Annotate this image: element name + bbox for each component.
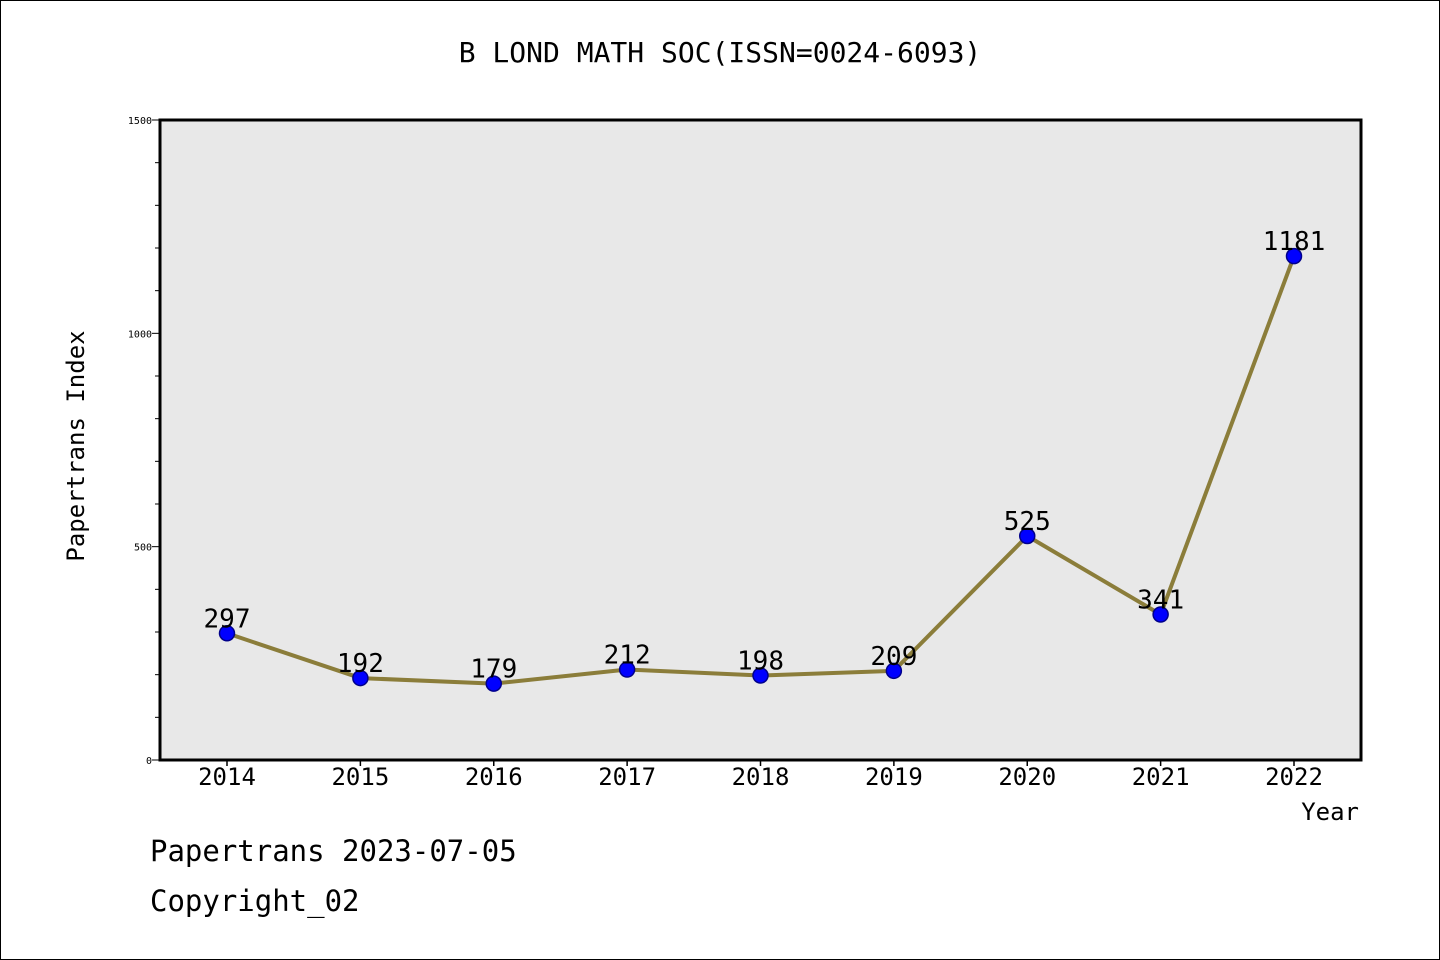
- data-series: [218, 247, 1303, 692]
- x-tick-label: 2021: [1132, 763, 1190, 791]
- y-tick-label: 0: [146, 756, 152, 767]
- x-tick-label: 2020: [998, 763, 1056, 791]
- data-point: [752, 667, 769, 684]
- x-axis: 2014 2015 2016 2017 2018 2019 2020 2021 2022: [198, 760, 1323, 791]
- x-axis-label: Year: [1301, 798, 1359, 826]
- data-label: 1181: [1263, 227, 1326, 257]
- y-axis: 0 500 1000 1500: [128, 116, 160, 767]
- x-tick-label: 2015: [331, 763, 389, 791]
- data-label: 341: [1137, 586, 1184, 616]
- x-tick-label: 2022: [1265, 763, 1323, 791]
- x-tick-label: 2014: [198, 763, 256, 791]
- y-axis-label: Papertrans Index: [62, 330, 90, 561]
- x-tick-label: 2017: [598, 763, 656, 791]
- data-labels: 297 192 179 212 198 209 525 341 1181: [204, 227, 1326, 685]
- data-label: 209: [870, 642, 917, 672]
- footer-source-date: Papertrans 2023-07-05: [150, 834, 517, 868]
- data-point: [1152, 606, 1169, 623]
- plot-area: [160, 120, 1361, 760]
- data-point: [618, 661, 636, 678]
- footer-copyright: Copyright_02: [150, 884, 360, 918]
- data-label: 198: [737, 647, 784, 677]
- x-tick-label: 2016: [465, 763, 523, 791]
- data-point: [885, 662, 903, 680]
- data-label: 525: [1004, 507, 1051, 537]
- data-point: [218, 625, 236, 642]
- chart-title: B LOND MATH SOC(ISSN=0024-6093): [458, 36, 982, 69]
- plot-frame: [158, 118, 1363, 762]
- x-tick-label: 2018: [732, 763, 790, 791]
- y-tick-label: 1000: [128, 329, 152, 340]
- data-point: [485, 675, 502, 692]
- data-label: 192: [337, 649, 384, 679]
- data-label: 297: [204, 604, 251, 634]
- data-point: [352, 669, 369, 687]
- data-point: [1285, 247, 1303, 265]
- y-tick-label: 500: [134, 543, 152, 554]
- data-label: 179: [470, 655, 517, 685]
- data-label: 212: [604, 641, 651, 671]
- y-tick-label: 1500: [128, 116, 152, 127]
- x-tick-label: 2019: [865, 763, 923, 791]
- data-point: [1019, 527, 1036, 545]
